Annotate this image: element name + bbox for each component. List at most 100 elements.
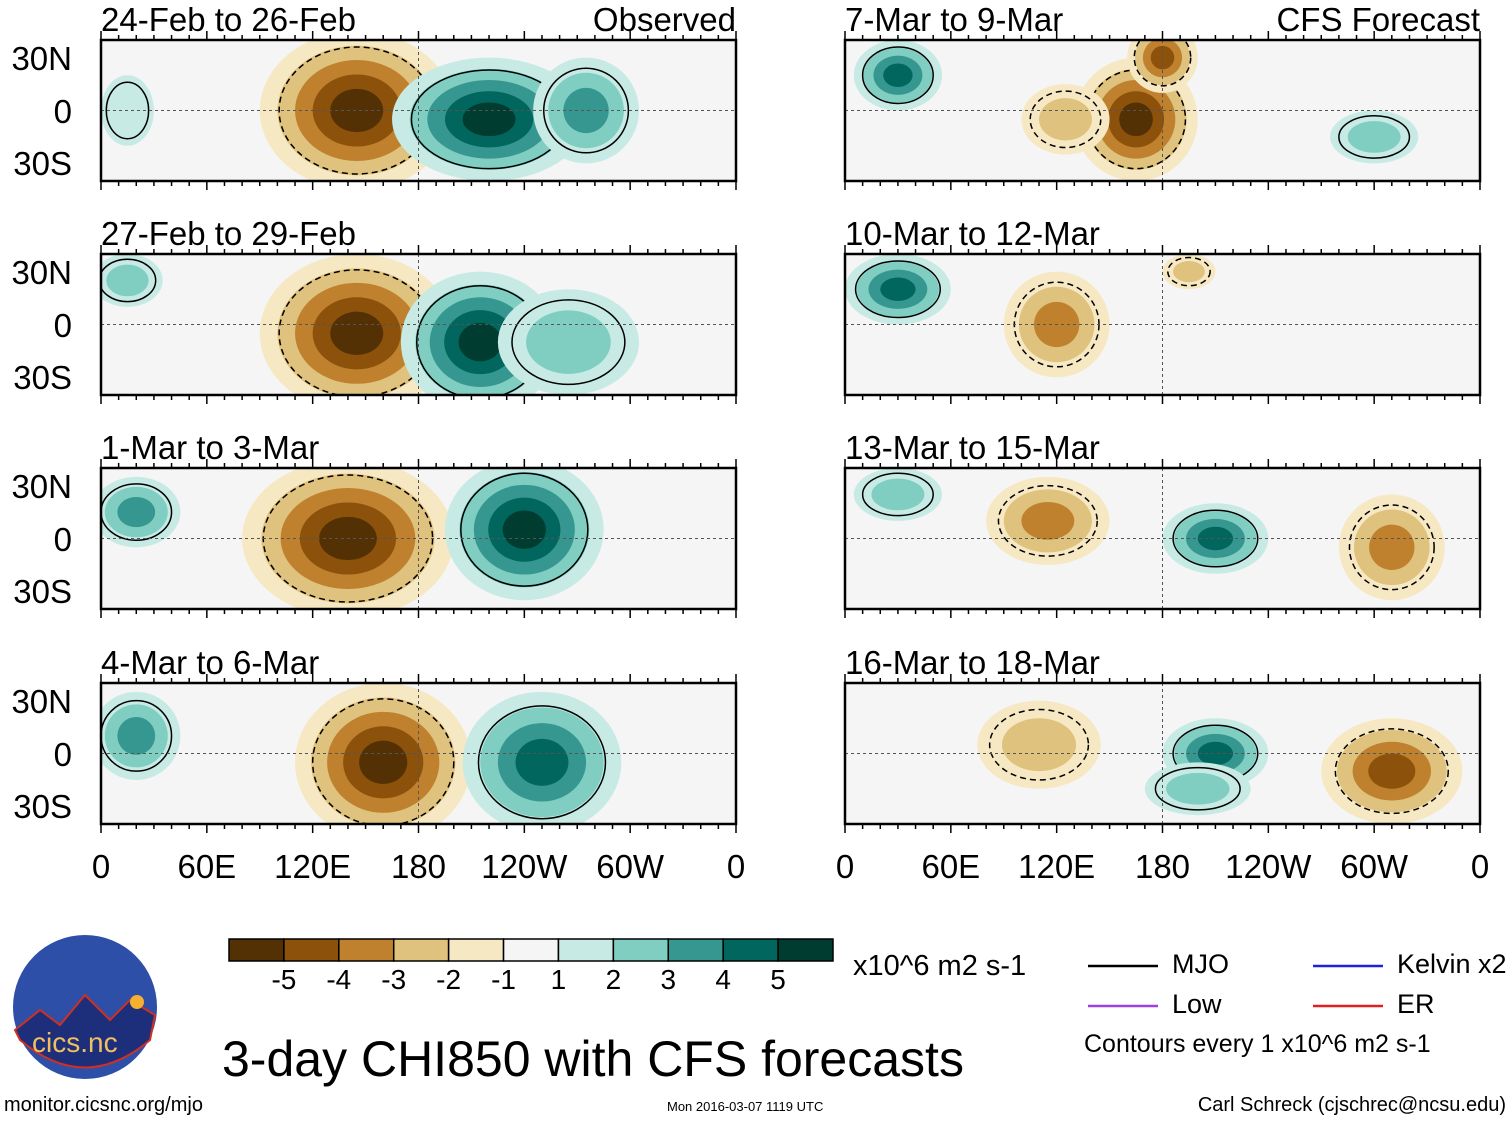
panel-title: 1-Mar to 3-Mar xyxy=(101,429,320,466)
x-tick-label: 60W xyxy=(1340,848,1409,885)
mjo-contour xyxy=(1133,40,1192,87)
panel-3 xyxy=(99,674,738,833)
x-tick-label: 120E xyxy=(274,848,352,885)
colorbar-swatch xyxy=(557,938,615,962)
mjo-contour xyxy=(1154,766,1241,811)
anomaly-level xyxy=(1197,526,1234,551)
x-tick-label: 60W xyxy=(596,848,665,885)
panel-5 xyxy=(843,245,1482,404)
anomaly-level xyxy=(462,102,516,137)
anomaly-level xyxy=(1347,121,1401,153)
anomaly-level xyxy=(526,310,611,374)
colorbar-swatch xyxy=(228,938,285,962)
mjo-contour xyxy=(101,258,157,303)
colorbar-tick-label: -2 xyxy=(436,964,462,995)
panel-1 xyxy=(99,245,738,404)
anomaly-level xyxy=(458,322,502,362)
anomaly-level xyxy=(502,510,546,549)
anomaly-level xyxy=(1039,98,1092,141)
x-tick-label: 180 xyxy=(390,848,447,885)
colorbar-swatch xyxy=(777,938,834,962)
x-tick-label: 120W xyxy=(481,848,568,885)
mjo-contour xyxy=(854,260,942,319)
panel-source-label: CFS Forecast xyxy=(1276,1,1480,38)
x-tick-label: 120E xyxy=(1018,848,1096,885)
anomaly-level xyxy=(1197,741,1234,766)
x-tick-label: 60E xyxy=(921,848,981,885)
x-tick-label: 120W xyxy=(1225,848,1312,885)
panel-source-label: Observed xyxy=(592,1,736,38)
colorbar-swatch xyxy=(338,938,395,962)
mjo-contour xyxy=(105,81,150,140)
anomaly-level xyxy=(106,264,149,297)
panel-4 xyxy=(843,31,1482,190)
anomaly-level xyxy=(117,716,156,755)
legend-label: Low xyxy=(1172,989,1222,1019)
mjo-contour xyxy=(311,698,455,824)
colorbar-swatch xyxy=(502,938,560,962)
anomaly-level xyxy=(1001,718,1077,772)
panel-title: 4-Mar to 6-Mar xyxy=(101,644,320,681)
x-tick-label: 180 xyxy=(1134,848,1191,885)
panel-title: 16-Mar to 18-Mar xyxy=(845,644,1100,681)
anomaly-level xyxy=(1173,261,1205,283)
colorbar-swatch xyxy=(447,938,505,962)
y-tick-label: 0 xyxy=(53,520,72,558)
colorbar-tick-label: -1 xyxy=(491,964,516,995)
anomaly-level xyxy=(515,738,569,786)
panel-title: 27-Feb to 29-Feb xyxy=(101,215,356,252)
mjo-contour xyxy=(460,472,589,587)
colorbar-tick-label: -4 xyxy=(326,964,352,995)
colorbar-tick-label: 1 xyxy=(550,964,567,995)
anomaly-level xyxy=(117,496,156,528)
colorbar-tick-label: 4 xyxy=(715,964,731,995)
legend-label: ER xyxy=(1397,989,1435,1019)
anomaly-level xyxy=(330,311,384,355)
colorbar-tick-label: -3 xyxy=(381,964,407,995)
colorbar-swatch xyxy=(722,938,779,962)
anomaly-level xyxy=(883,63,913,87)
logo-text: cics.nc xyxy=(32,1027,118,1058)
panel-title: 13-Mar to 15-Mar xyxy=(845,429,1100,466)
panel-7 xyxy=(843,674,1482,833)
anomaly-level xyxy=(330,88,384,133)
mjo-contour xyxy=(511,299,626,386)
y-tick-label: 30N xyxy=(11,253,72,291)
mjo-contour xyxy=(1338,115,1411,159)
mjo-contour xyxy=(1334,728,1449,815)
author-label: Carl Schreck (cjschrec@ncsu.edu) xyxy=(1197,1094,1506,1116)
y-tick-label: 30S xyxy=(13,573,72,611)
anomaly-level xyxy=(1150,45,1175,70)
mjo-contour xyxy=(1172,509,1259,568)
anomaly-level xyxy=(1021,501,1075,540)
y-tick-label: 30S xyxy=(13,359,72,397)
anomaly-level xyxy=(880,277,916,301)
mjo-contour xyxy=(1167,256,1211,287)
y-tick-label: 30S xyxy=(13,145,72,183)
mjo-contour xyxy=(988,708,1090,781)
x-tick-label: 0 xyxy=(1470,848,1490,885)
x-tick-label: 0 xyxy=(91,848,111,885)
legend-label: MJO xyxy=(1172,949,1229,979)
panel-title: 7-Mar to 9-Mar xyxy=(845,1,1064,38)
x-tick-label: 0 xyxy=(835,848,855,885)
panel-title: 24-Feb to 26-Feb xyxy=(101,1,356,38)
mjo-contour xyxy=(477,705,607,820)
mjo-contour xyxy=(1348,504,1435,591)
anomaly-level xyxy=(1368,753,1416,789)
y-tick-label: 30N xyxy=(11,467,72,505)
panel-2 xyxy=(99,459,738,618)
y-tick-label: 30S xyxy=(13,788,72,826)
y-tick-label: 0 xyxy=(53,735,72,773)
y-tick-label: 0 xyxy=(53,306,72,344)
colorbar-swatch xyxy=(392,938,450,962)
mjo-contour xyxy=(542,67,630,154)
mjo-contour xyxy=(861,46,934,105)
x-tick-label: 0 xyxy=(726,848,746,885)
y-tick-label: 30N xyxy=(11,39,72,77)
units-label: x10^6 m2 s-1 xyxy=(853,950,1027,982)
anomaly-level xyxy=(563,87,609,134)
timestamp: Mon 2016-03-07 1119 UTC xyxy=(667,1099,824,1114)
